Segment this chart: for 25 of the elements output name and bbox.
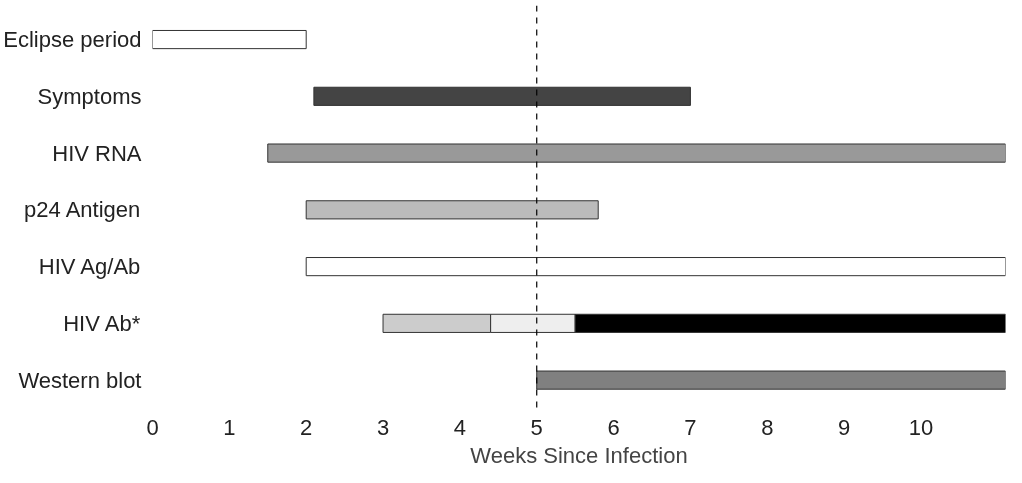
x-tick-label: 0 bbox=[146, 414, 159, 440]
x-tick-label: 7 bbox=[684, 414, 697, 440]
x-tick-label: 2 bbox=[300, 414, 313, 440]
x-tick-label: 6 bbox=[607, 414, 620, 440]
x-axis-title: Weeks Since Infection bbox=[470, 442, 688, 468]
bar bbox=[152, 29, 307, 50]
bar bbox=[536, 370, 1006, 390]
bar bbox=[305, 257, 1006, 277]
x-tick-label: 3 bbox=[376, 414, 390, 440]
x-tick-label: 9 bbox=[838, 414, 851, 440]
y-tick-label: p24 Antigen bbox=[24, 197, 141, 223]
y-tick-label: Eclipse period bbox=[3, 27, 142, 53]
y-tick-label: HIV Ab* bbox=[63, 310, 141, 336]
x-tick-label: 8 bbox=[761, 414, 774, 440]
bar bbox=[313, 86, 691, 106]
x-tick-label: 5 bbox=[530, 414, 543, 440]
y-tick-label: Western blot bbox=[18, 367, 142, 393]
x-tick-label: 4 bbox=[453, 414, 467, 440]
x-tick-label: 1 bbox=[223, 414, 236, 440]
y-tick-label: Symptoms bbox=[37, 83, 142, 109]
y-tick-label: HIV RNA bbox=[52, 140, 142, 166]
bar bbox=[267, 143, 1006, 163]
bar bbox=[305, 200, 599, 220]
y-tick-label: HIV Ag/Ab bbox=[38, 254, 141, 280]
x-tick-label: 10 bbox=[908, 414, 934, 440]
